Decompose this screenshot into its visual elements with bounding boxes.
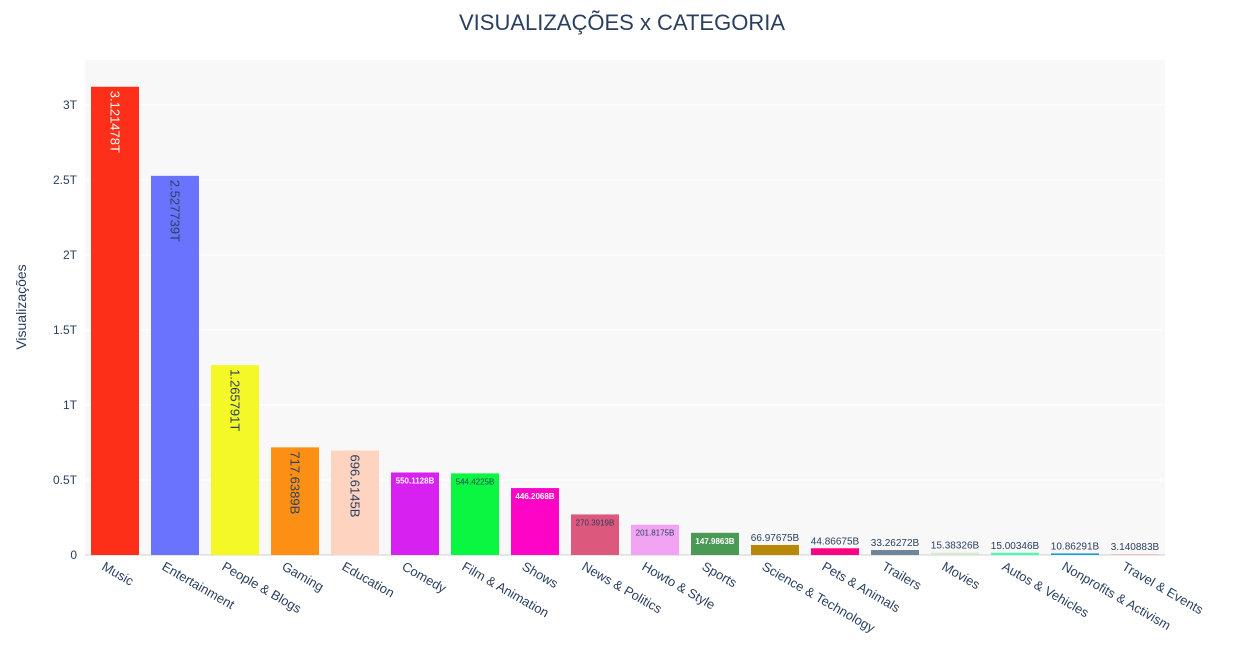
bar[interactable] (331, 450, 379, 555)
bar[interactable] (631, 524, 679, 555)
data-label: 10.86291B (1051, 541, 1100, 552)
y-tick-label: 2T (63, 248, 78, 262)
bar[interactable] (511, 488, 559, 555)
chart-title: VISUALIZAÇÕES x CATEGORIA (459, 10, 785, 35)
bar[interactable] (991, 552, 1039, 555)
data-label: 15.00346B (991, 541, 1040, 552)
y-axis-title: Visualizações (13, 264, 29, 349)
x-tick-label: Movies (940, 559, 984, 593)
y-tick-label: 1.5T (53, 323, 78, 337)
data-label: 550.1128B (396, 476, 435, 485)
data-label: 544.4225B (456, 477, 495, 486)
data-labels: 3.121478T 2.527739T 1.265791T 717.6389B 696.… (108, 91, 1160, 553)
data-label: 717.6389B (288, 451, 303, 514)
x-tick-label: Education (340, 559, 398, 601)
plot-area (85, 60, 1165, 555)
gridlines (85, 104, 1165, 556)
bar[interactable] (211, 365, 259, 555)
data-label: 66.97675B (751, 533, 800, 544)
data-label: 270.3919B (576, 518, 615, 527)
y-axis-ticks: 0 0.5T 1T 1.5T 2T 2.5T 3T (53, 98, 78, 562)
y-tick-label: 3T (63, 98, 78, 112)
y-tick-label: 0.5T (53, 473, 78, 487)
y-tick-label: 0 (70, 548, 77, 562)
bars (91, 86, 1159, 555)
x-tick-label: Science & Technology (760, 559, 879, 636)
x-tick-label: Gaming (280, 559, 327, 595)
y-tick-label: 1T (63, 398, 78, 412)
bar[interactable] (151, 175, 199, 555)
bar[interactable] (451, 473, 499, 555)
x-tick-label: Nonprofits & Activism (1060, 559, 1174, 633)
data-label: 33.26272B (871, 538, 920, 549)
x-tick-label: Shows (520, 559, 562, 592)
bar[interactable] (1111, 554, 1159, 555)
data-label: 2.527739T (168, 180, 183, 242)
bar[interactable] (931, 552, 979, 555)
data-label: 696.6145B (348, 455, 363, 518)
bar[interactable] (751, 544, 799, 555)
data-label: 201.8175B (636, 529, 675, 538)
bar[interactable] (271, 447, 319, 555)
bar[interactable] (691, 532, 739, 555)
data-label: 446.2068B (515, 492, 554, 501)
bar[interactable] (871, 550, 919, 555)
x-tick-label: Trailers (880, 559, 925, 594)
x-tick-label: Music (100, 559, 137, 589)
bar[interactable] (1051, 553, 1099, 555)
x-tick-label: Comedy (400, 559, 450, 596)
x-tick-label: Sports (700, 559, 740, 591)
data-label: 1.265791T (228, 369, 243, 431)
data-label: 147.9863B (695, 537, 734, 546)
data-label: 3.140883B (1111, 542, 1160, 553)
data-label: 3.121478T (108, 91, 123, 153)
data-label: 15.38326B (931, 541, 980, 552)
data-label: 44.86675B (811, 536, 860, 547)
bar[interactable] (91, 86, 139, 555)
bar[interactable] (571, 514, 619, 555)
y-tick-label: 2.5T (53, 173, 78, 187)
bar[interactable] (811, 548, 859, 555)
bar[interactable] (391, 472, 439, 555)
